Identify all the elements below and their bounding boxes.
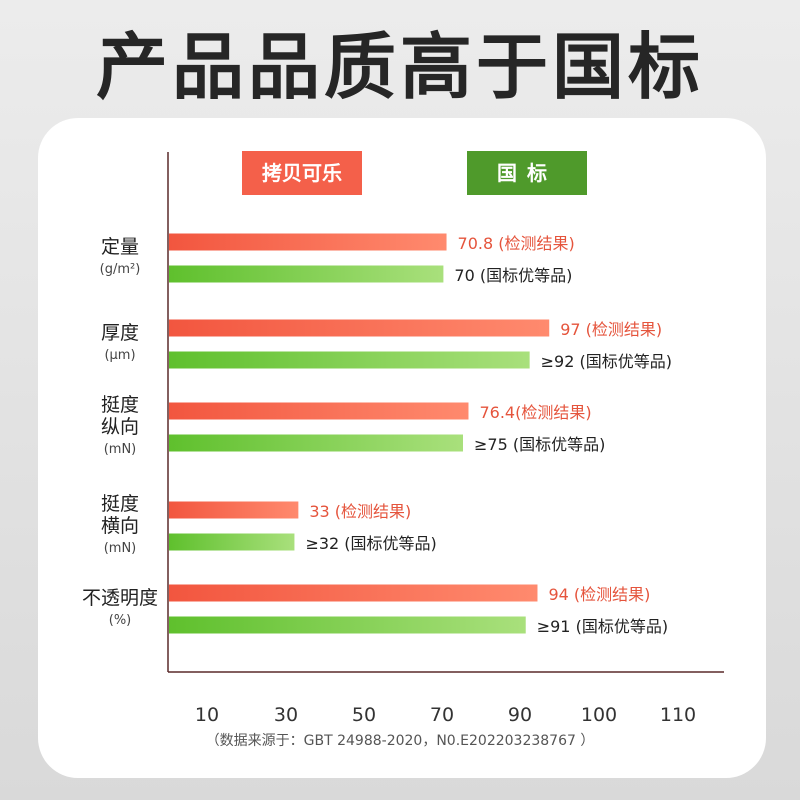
data-source-note: （数据来源于：GBT 24988-2020，N0.E202203238767 ） — [205, 733, 595, 749]
category-unit: (mN) — [104, 541, 137, 556]
category-unit: (μm) — [104, 348, 135, 363]
test-result-bar — [169, 501, 299, 519]
legend-national-standard: 国标 — [467, 151, 587, 195]
x-tick-label: 100 — [581, 704, 617, 726]
x-tick-label: 90 — [508, 704, 532, 726]
test-result-bar — [169, 319, 550, 337]
national-standard-data-label: ≥75 (国标优等品) — [474, 435, 605, 454]
legend-test-result: 拷贝可乐 — [242, 151, 362, 195]
national-standard-data-label: ≥91 (国标优等品) — [537, 617, 668, 636]
national-standard-bar — [169, 265, 444, 283]
national-standard-bar — [169, 351, 530, 369]
category-label: 横向 — [101, 515, 139, 537]
national-standard-bar — [169, 434, 463, 452]
test-result-data-label: 76.4(检测结果) — [479, 403, 591, 422]
category-label: 定量 — [101, 236, 139, 258]
test-result-bar — [169, 233, 447, 251]
x-tick-label: 50 — [352, 704, 376, 726]
test-result-bar — [169, 584, 538, 602]
category-label: 不透明度 — [82, 587, 158, 609]
category-label: 挺度 — [101, 493, 139, 515]
national-standard-data-label: ≥32 (国标优等品) — [305, 534, 436, 553]
national-standard-bar — [169, 533, 295, 551]
x-tick-label: 30 — [274, 704, 298, 726]
national-standard-data-label: 70 (国标优等品) — [454, 266, 572, 285]
page-title: 产品品质高于国标 — [95, 25, 704, 109]
category-unit: (%) — [109, 613, 132, 628]
test-result-data-label: 94 (检测结果) — [548, 585, 650, 604]
category-label: 纵向 — [101, 416, 139, 438]
x-tick-label: 70 — [430, 704, 454, 726]
category-unit: (mN) — [104, 442, 137, 457]
category-label: 厚度 — [101, 322, 139, 344]
test-result-bar — [169, 402, 469, 420]
test-result-data-label: 33 (检测结果) — [309, 502, 411, 521]
test-result-data-label: 97 (检测结果) — [560, 320, 662, 339]
x-tick-label: 10 — [195, 704, 219, 726]
category-label: 挺度 — [101, 394, 139, 416]
category-unit: (g/m²) — [100, 262, 141, 277]
test-result-data-label: 70.8 (检测结果) — [458, 234, 575, 253]
x-tick-label: 110 — [660, 704, 696, 726]
national-standard-data-label: ≥92 (国标优等品) — [541, 352, 672, 371]
national-standard-bar — [169, 616, 526, 634]
